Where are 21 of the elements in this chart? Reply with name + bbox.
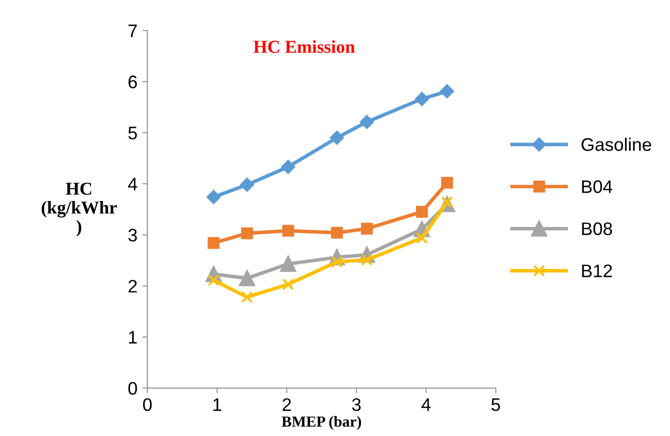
y-axis-title: HC (kg/kWhr ) (42, 182, 117, 236)
x-tick-label: 1 (213, 398, 222, 411)
legend-label: B04 (582, 180, 612, 194)
x-tick-label: 5 (492, 398, 500, 412)
y-tick-label: 0 (128, 382, 137, 395)
x-tick-label: 4 (422, 398, 431, 411)
y-tick-label: 5 (128, 126, 137, 140)
y-tick-label: 1 (129, 331, 137, 344)
x-tick-label: 0 (143, 398, 152, 412)
y-tick-label: 7 (128, 24, 137, 38)
x-tick-label: 2 (282, 398, 291, 411)
legend-label: Gasoline (582, 138, 652, 151)
y-tick-label: 6 (128, 76, 137, 88)
y-tick-label: 3 (128, 228, 137, 242)
legend-label: B12 (582, 264, 612, 278)
legend-label: B08 (582, 222, 612, 236)
y-tick-label: 2 (128, 280, 137, 292)
y-tick-label: 4 (128, 178, 138, 190)
chart-title: HC Emission (254, 40, 355, 53)
x-tick-label: 3 (352, 398, 361, 412)
x-axis-title: BMEP (bar) (282, 416, 362, 430)
